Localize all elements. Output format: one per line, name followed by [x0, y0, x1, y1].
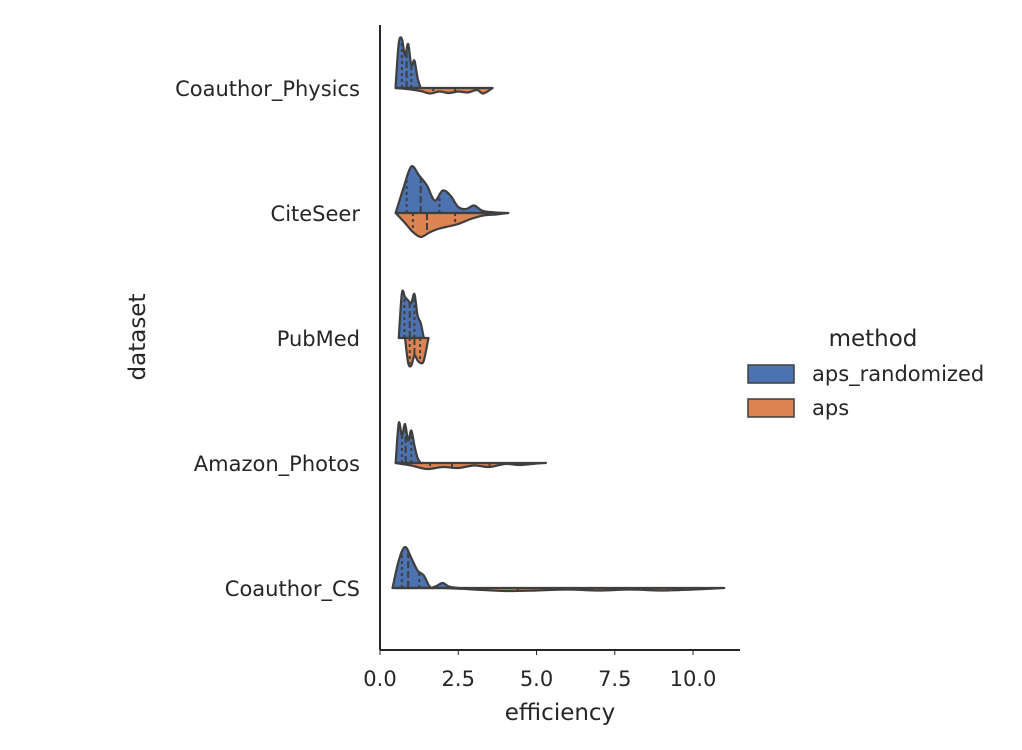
violin-aps-randomized-amazon-photos	[394, 421, 422, 465]
y-tick-label-amazon-photos: Amazon_Photos	[194, 452, 360, 477]
x-axis-label: efficiency	[505, 700, 615, 726]
violin-aps-amazon-photos	[394, 461, 548, 471]
y-tick-group: Coauthor_Physics CiteSeer PubMed Amazon_Pho…	[175, 77, 360, 602]
violin-aps-pubmed	[403, 336, 430, 368]
y-axis-label: dataset	[125, 294, 151, 381]
y-tick-label-coauthor-cs: Coauthor_CS	[225, 577, 360, 602]
violin-aps-coauthor-physics	[394, 86, 494, 95]
legend-label-aps-randomized: aps_randomized	[812, 362, 984, 387]
legend-swatch-aps-randomized	[747, 364, 795, 384]
x-tick-label: 7.5	[598, 667, 631, 691]
violin-aps-randomized-citeseer	[394, 165, 507, 215]
legend-swatch-aps	[747, 398, 795, 418]
x-tick-group: 0.0 2.5 5.0 7.5 10.0	[363, 650, 716, 691]
legend-label-aps: aps	[812, 396, 849, 420]
y-tick-label-pubmed: PubMed	[277, 327, 360, 351]
y-tick-label-citeseer: CiteSeer	[271, 202, 361, 226]
violin-aps-randomized-pubmed	[397, 289, 425, 340]
y-tick-label-coauthor-physics: Coauthor_Physics	[175, 77, 360, 102]
legend: method aps_randomized aps	[747, 326, 984, 420]
x-tick-label: 2.5	[442, 667, 475, 691]
plot-area	[391, 36, 726, 593]
x-tick-label: 10.0	[670, 667, 717, 691]
violin-aps-coauthor-cs	[394, 586, 726, 593]
legend-title: method	[829, 326, 918, 352]
violin-aps-randomized-coauthor-physics	[394, 36, 422, 90]
x-tick-label: 0.0	[363, 667, 396, 691]
x-tick-label: 5.0	[520, 667, 553, 691]
